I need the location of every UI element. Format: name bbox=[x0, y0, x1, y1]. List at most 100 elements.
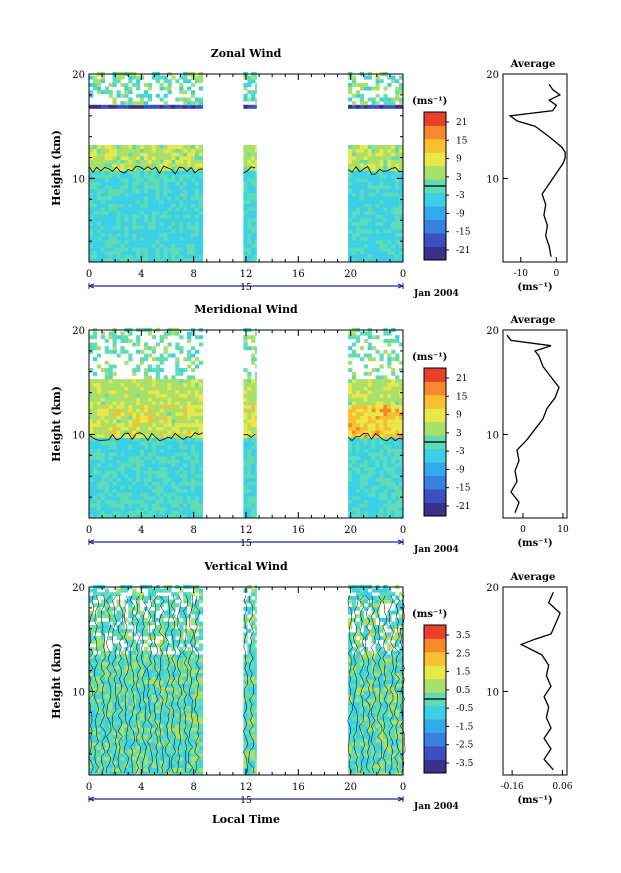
heatmap-cell bbox=[179, 97, 184, 102]
heatmap-cell bbox=[171, 492, 176, 497]
heatmap-cell bbox=[128, 771, 133, 776]
heatmap-cell bbox=[147, 196, 153, 201]
heatmap-cell bbox=[92, 199, 98, 204]
heatmap-cell bbox=[100, 90, 105, 95]
heatmap-cell bbox=[367, 240, 372, 245]
heatmap-cell bbox=[100, 199, 105, 204]
heatmap-cell bbox=[395, 335, 400, 340]
heatmap-cell bbox=[89, 243, 94, 248]
heatmap-cell bbox=[96, 379, 101, 384]
heatmap-cell bbox=[387, 499, 392, 504]
heatmap-cell bbox=[198, 342, 204, 347]
heatmap-cell bbox=[140, 753, 145, 758]
heatmap-cell bbox=[120, 188, 125, 193]
heatmap-cell bbox=[143, 767, 149, 772]
heatmap-cell bbox=[132, 658, 137, 662]
heatmap-cell bbox=[247, 185, 252, 190]
heatmap-cell bbox=[132, 639, 137, 644]
heatmap-cell bbox=[387, 470, 392, 475]
heatmap-cell bbox=[132, 654, 137, 659]
heatmap-cell bbox=[140, 437, 145, 442]
heatmap-cell bbox=[151, 614, 156, 619]
heatmap-cell bbox=[163, 499, 168, 504]
heatmap-cell bbox=[175, 203, 180, 208]
heatmap-cell bbox=[371, 188, 376, 193]
heatmap-cell bbox=[116, 669, 121, 673]
heatmap-cell bbox=[155, 170, 160, 175]
heatmap-cell bbox=[175, 232, 180, 237]
heatmap-cell bbox=[92, 470, 98, 475]
heatmap-cell bbox=[136, 628, 141, 633]
heatmap-cell bbox=[147, 614, 153, 619]
heatmap-cell bbox=[179, 481, 184, 486]
heatmap-cell bbox=[112, 474, 117, 479]
heatmap-cell bbox=[89, 617, 94, 622]
heatmap-cell bbox=[128, 236, 133, 241]
heatmap-cell bbox=[89, 764, 94, 768]
heatmap-cell bbox=[140, 444, 145, 449]
heatmap-cell bbox=[187, 247, 192, 252]
heatmap-cell bbox=[379, 199, 384, 204]
heatmap-cell bbox=[124, 145, 129, 149]
heatmap-cell bbox=[191, 247, 196, 252]
heatmap-cell bbox=[132, 104, 137, 109]
heatmap-cell bbox=[136, 148, 141, 153]
heatmap-cell bbox=[136, 767, 141, 772]
heatmap-cell bbox=[355, 335, 361, 340]
heatmap-cell bbox=[100, 639, 105, 644]
heatmap-cell bbox=[363, 199, 368, 204]
heatmap-cell bbox=[391, 499, 396, 504]
heatmap-cell bbox=[108, 492, 113, 497]
heatmap-cell bbox=[104, 401, 109, 405]
heatmap-cell bbox=[395, 251, 400, 255]
heatmap-cell bbox=[89, 75, 94, 80]
heatmap-cell bbox=[247, 156, 252, 160]
heatmap-cell bbox=[255, 156, 257, 160]
heatmap-cell bbox=[104, 669, 109, 673]
heatmap-cell bbox=[187, 86, 192, 91]
heatmap-cell bbox=[116, 240, 121, 245]
heatmap-cell bbox=[128, 408, 133, 413]
heatmap-cell bbox=[96, 614, 101, 619]
heatmap-cell bbox=[128, 767, 133, 772]
heatmap-cell bbox=[395, 229, 400, 234]
heatmap-cell bbox=[155, 236, 160, 241]
heatmap-cell bbox=[89, 185, 94, 190]
heatmap-cell bbox=[198, 163, 204, 168]
heatmap-cell bbox=[100, 185, 105, 190]
heatmap-cell bbox=[399, 485, 404, 490]
heatmap-cell bbox=[143, 207, 149, 212]
heatmap-cell bbox=[155, 254, 160, 259]
heatmap-cell bbox=[159, 510, 164, 515]
heatmap-cell bbox=[120, 401, 125, 405]
heatmap-cell bbox=[140, 661, 145, 666]
heatmap-cell bbox=[175, 357, 180, 362]
heatmap-cell bbox=[198, 156, 204, 160]
heatmap-cell bbox=[116, 408, 121, 413]
heatmap-cell bbox=[140, 225, 145, 230]
heatmap-cell bbox=[167, 258, 172, 263]
heatmap-cell bbox=[251, 390, 256, 395]
heatmap-cell bbox=[100, 75, 105, 80]
heatmap-cell bbox=[104, 433, 109, 438]
heatmap-cell bbox=[198, 382, 204, 387]
heatmap-cell bbox=[187, 401, 192, 405]
heatmap-cell bbox=[100, 723, 105, 728]
heatmap-cell bbox=[195, 225, 200, 230]
heatmap-cell bbox=[391, 188, 396, 193]
heatmap-cell bbox=[143, 753, 149, 758]
heatmap-cell bbox=[348, 218, 353, 223]
heatmap-cell bbox=[371, 232, 376, 237]
heatmap-cell bbox=[348, 167, 353, 171]
heatmap-cell bbox=[399, 441, 404, 446]
heatmap-cell bbox=[136, 723, 141, 728]
heatmap-cell bbox=[159, 188, 164, 193]
heatmap-cell bbox=[159, 258, 164, 263]
heatmap-cell bbox=[167, 408, 172, 413]
heatmap-cell bbox=[363, 152, 368, 157]
heatmap-cell bbox=[195, 185, 200, 190]
heatmap-cell bbox=[96, 749, 101, 754]
colorbar-tick-label: 15 bbox=[456, 392, 468, 402]
heatmap-cell bbox=[383, 174, 388, 179]
heatmap-cell bbox=[391, 163, 396, 168]
